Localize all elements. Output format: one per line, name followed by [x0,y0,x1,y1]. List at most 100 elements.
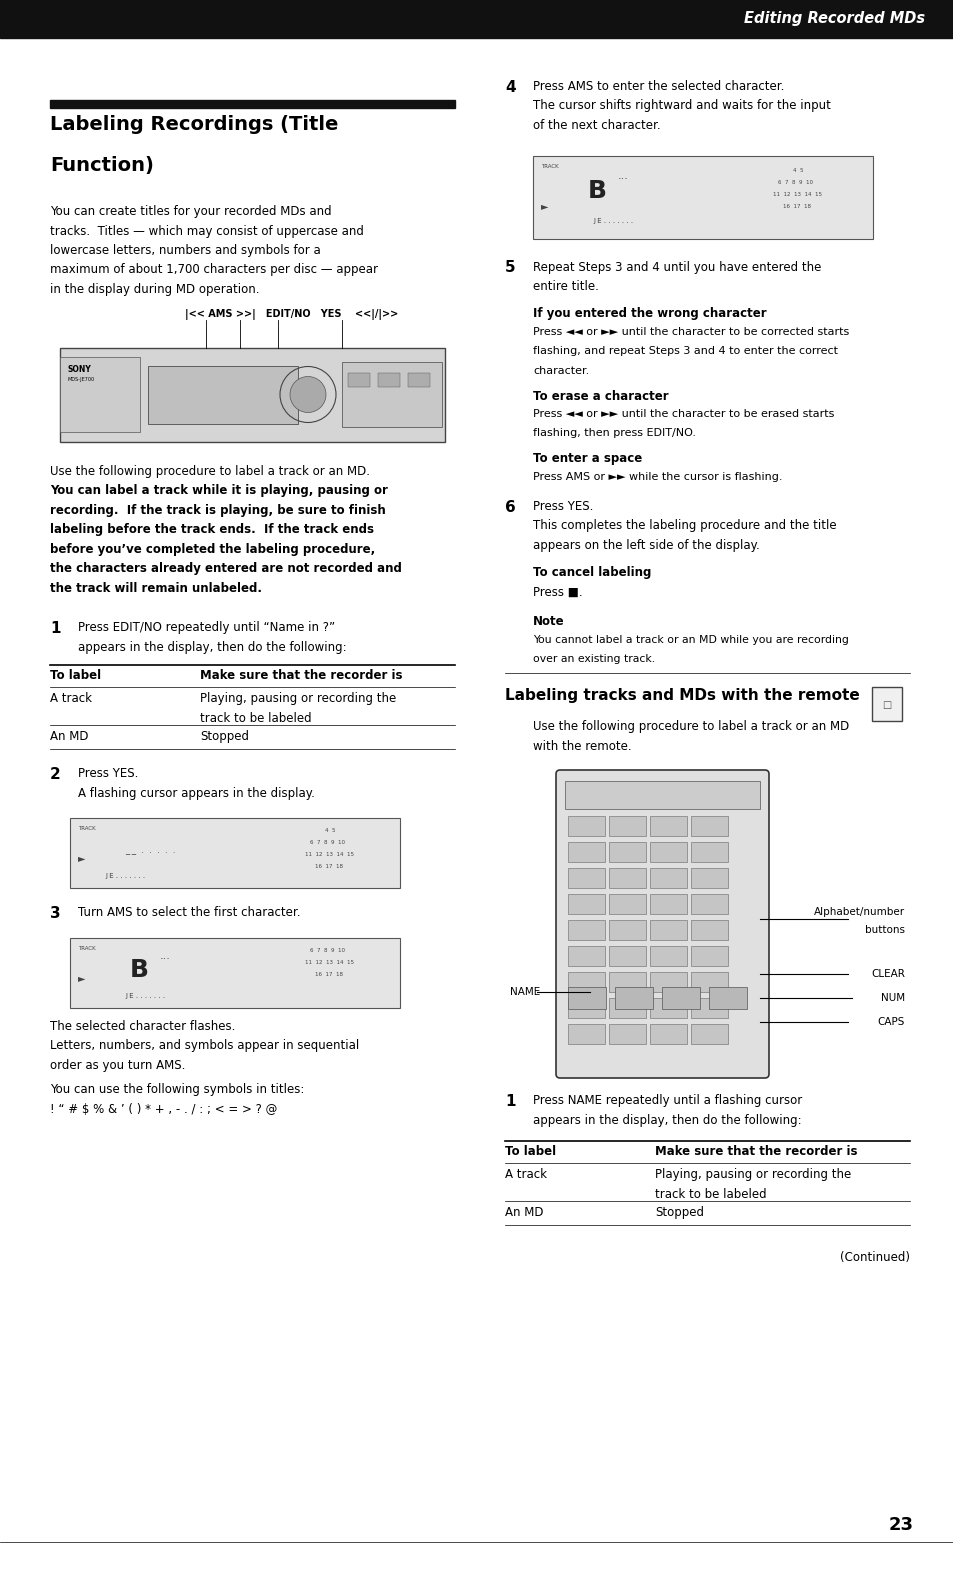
Text: 5: 5 [504,261,515,275]
Text: ►: ► [540,201,548,212]
Text: A flashing cursor appears in the display.: A flashing cursor appears in the display… [78,788,314,800]
Text: appears in the display, then do the following:: appears in the display, then do the foll… [533,1113,801,1127]
Bar [567,946,604,967]
Bar [649,1023,686,1044]
Text: labeling before the track ends.  If the track ends: labeling before the track ends. If the t… [50,523,374,536]
Text: 16  17  18: 16 17 18 [314,865,343,869]
Text: maximum of about 1,700 characters per disc — appear: maximum of about 1,700 characters per di… [50,264,377,277]
Text: CAPS: CAPS [877,1017,904,1027]
Text: This completes the labeling procedure and the title: This completes the labeling procedure an… [533,519,836,533]
Text: TRACK: TRACK [78,827,95,832]
Text: NAME: NAME [510,987,539,997]
Bar [690,1023,727,1044]
Text: Press ◄◄ or ►► until the character to be corrected starts: Press ◄◄ or ►► until the character to be… [533,327,848,336]
Bar [567,920,604,940]
Text: track to be labeled: track to be labeled [200,712,312,725]
Bar [649,946,686,967]
Text: 16  17  18: 16 17 18 [782,204,810,209]
Bar [148,366,297,424]
Bar [608,946,645,967]
Text: Press NAME repeatedly until a flashing cursor: Press NAME repeatedly until a flashing c… [533,1094,801,1107]
Text: Playing, pausing or recording the: Playing, pausing or recording the [655,1168,850,1181]
Text: You can label a track while it is playing, pausing or: You can label a track while it is playin… [50,484,388,497]
Text: Note: Note [533,616,564,629]
Bar [608,920,645,940]
Text: Editing Recorded MDs: Editing Recorded MDs [743,11,924,27]
Text: Make sure that the recorder is: Make sure that the recorder is [655,1144,857,1159]
Text: of the next character.: of the next character. [533,119,659,132]
Text: Function): Function) [50,156,153,174]
Bar [649,971,686,992]
Bar [348,374,370,388]
Text: NUM: NUM [880,994,904,1003]
Text: 6: 6 [504,500,516,516]
Bar [690,998,727,1019]
Bar [608,894,645,913]
Text: To label: To label [504,1144,556,1159]
Text: entire title.: entire title. [533,280,598,292]
Text: ►: ► [78,854,86,863]
Bar [615,987,652,1009]
Text: flashing, then press EDIT/NO.: flashing, then press EDIT/NO. [533,429,696,439]
Text: in the display during MD operation.: in the display during MD operation. [50,283,259,296]
Text: The cursor shifts rightward and waits for the input: The cursor shifts rightward and waits fo… [533,99,830,113]
Bar [608,843,645,861]
Text: 11  12  13  14  15: 11 12 13 14 15 [305,852,354,857]
Bar [408,374,430,388]
Text: An MD: An MD [504,1206,543,1218]
Text: 1: 1 [50,621,60,637]
Text: To label: To label [50,670,101,682]
Text: Press AMS to enter the selected character.: Press AMS to enter the selected characte… [533,80,783,93]
Text: MDS-JE700: MDS-JE700 [68,377,95,382]
Bar [649,998,686,1019]
Text: Labeling Recordings (Title: Labeling Recordings (Title [50,115,338,134]
Text: order as you turn AMS.: order as you turn AMS. [50,1060,185,1072]
Bar [649,843,686,861]
Text: Stopped: Stopped [655,1206,703,1218]
Text: appears in the display, then do the following:: appears in the display, then do the foll… [78,641,346,654]
Text: B: B [587,179,606,203]
Bar [567,894,604,913]
Text: To erase a character: To erase a character [533,390,668,402]
Text: the track will remain unlabeled.: the track will remain unlabeled. [50,582,262,594]
Text: TRACK: TRACK [78,946,95,951]
Text: 23: 23 [888,1515,913,1534]
Text: 3: 3 [50,907,61,921]
Bar [690,843,727,861]
Bar [690,920,727,940]
Text: You can create titles for your recorded MDs and: You can create titles for your recorded … [50,204,332,219]
Text: ···: ··· [618,174,628,184]
Bar [341,363,441,428]
Text: Use the following procedure to label a track or an MD.: Use the following procedure to label a t… [50,464,370,478]
Text: 11  12  13  14  15: 11 12 13 14 15 [305,960,354,965]
Text: 4  5: 4 5 [325,828,335,833]
Text: Stopped: Stopped [200,731,249,744]
Bar [649,816,686,836]
Text: 1: 1 [504,1094,515,1108]
Bar [567,1023,604,1044]
Bar [649,868,686,888]
Text: Press ■.: Press ■. [533,586,582,599]
Text: SONY: SONY [68,366,91,374]
Text: lowercase letters, numbers and symbols for a: lowercase letters, numbers and symbols f… [50,244,320,256]
Circle shape [290,377,326,412]
Bar [567,987,605,1009]
Text: 6  7  8  9  10: 6 7 8 9 10 [778,181,812,185]
Text: TRACK: TRACK [540,165,558,170]
FancyBboxPatch shape [871,687,901,722]
Text: You can use the following symbols in titles:: You can use the following symbols in tit… [50,1083,304,1097]
FancyBboxPatch shape [556,770,768,1078]
Text: Labeling tracks and MDs with the remote: Labeling tracks and MDs with the remote [504,689,859,703]
Text: Press YES.: Press YES. [533,500,593,512]
Bar [649,894,686,913]
Text: CLEAR: CLEAR [870,968,904,979]
Text: appears on the left side of the display.: appears on the left side of the display. [533,539,759,552]
Text: ···: ··· [160,954,171,964]
Text: with the remote.: with the remote. [533,739,631,753]
Text: A track: A track [50,693,91,706]
Bar [567,816,604,836]
Text: tracks.  Titles — which may consist of uppercase and: tracks. Titles — which may consist of up… [50,225,363,237]
Text: ►: ► [78,973,86,982]
Text: Press AMS or ►► while the cursor is flashing.: Press AMS or ►► while the cursor is flas… [533,472,781,481]
Text: Use the following procedure to label a track or an MD: Use the following procedure to label a t… [533,720,848,733]
